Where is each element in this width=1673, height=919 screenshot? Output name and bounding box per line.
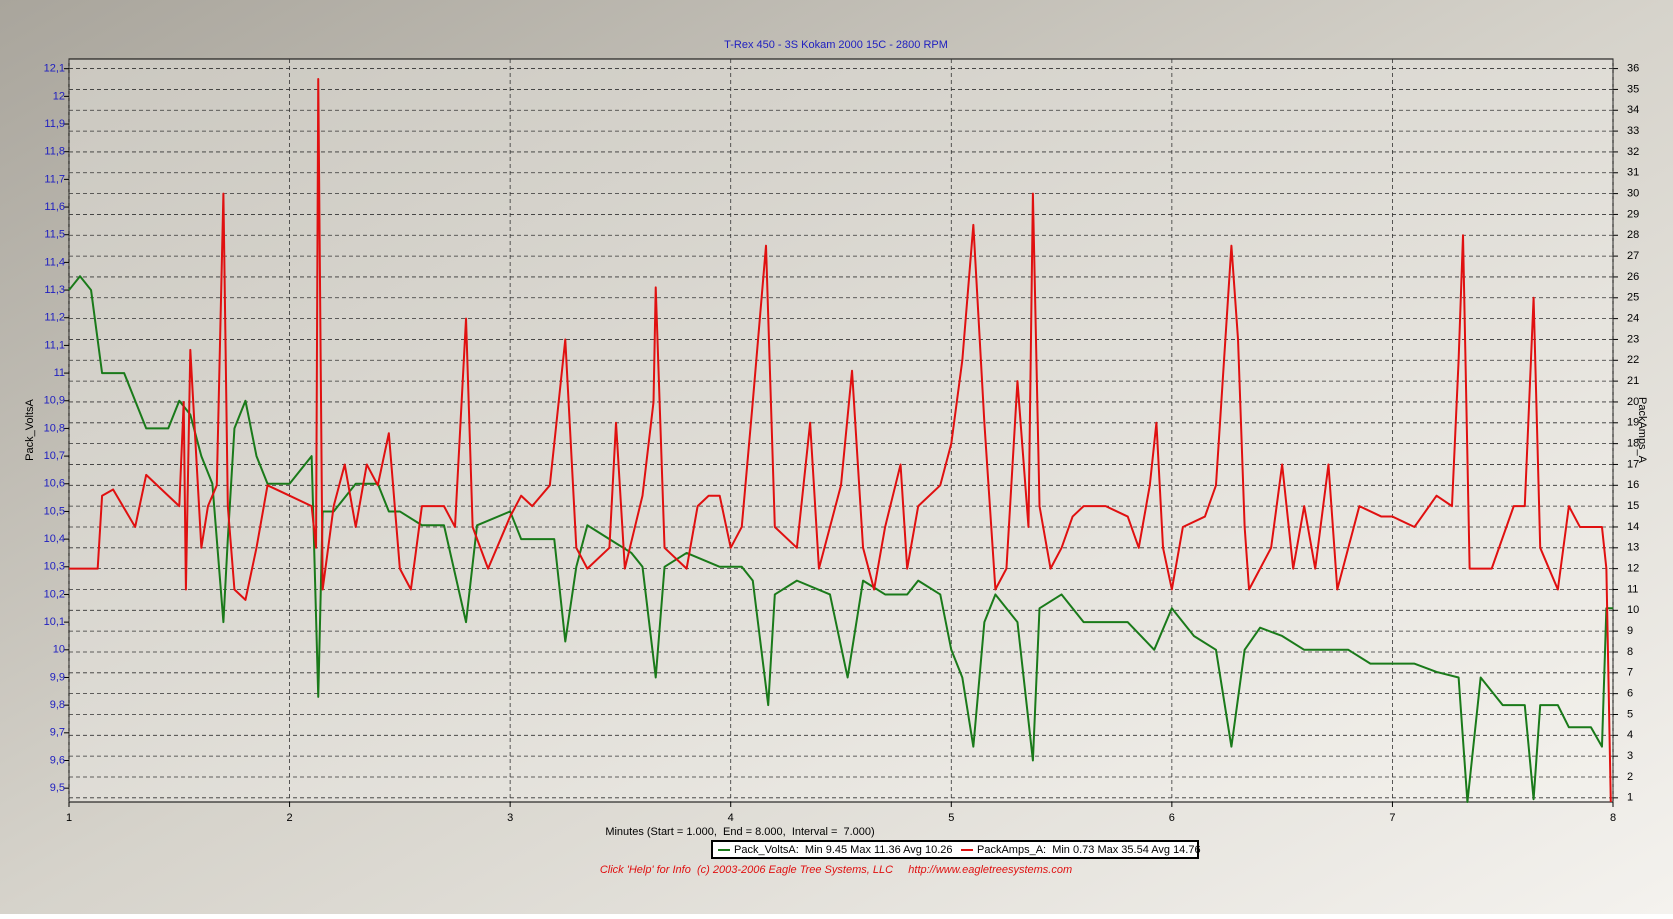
y2-tick-label: 34 [1627,104,1639,116]
x-tick-label: 8 [1610,812,1616,824]
y2-tick-label: 24 [1627,313,1639,325]
x-tick-label: 4 [728,812,734,824]
y2-tick-label: 32 [1627,146,1639,158]
y-tick-label: 12,1 [44,63,65,75]
legend-label: PackAmps_A: Min 0.73 Max 35.54 Avg 14.76 [977,844,1201,856]
y-tick-label: 11,7 [44,173,65,185]
y-axis-label: Pack_VoltsA [24,398,36,460]
x-tick-label: 3 [507,812,513,824]
y-tick-label: 10,5 [44,505,65,517]
y2-tick-label: 25 [1627,292,1639,304]
series-line [68,275,1613,803]
chart-title: T-Rex 450 - 3S Kokam 2000 15C - 2800 RPM [724,39,948,51]
y-tick-label: 10 [53,644,65,656]
y-tick-label: 10,8 [44,422,65,434]
y2-tick-label: 10 [1627,604,1639,616]
plot-area [68,58,1614,803]
y2-tick-label: 36 [1627,62,1639,74]
y2-tick-label: 5 [1627,708,1633,720]
y-tick-label: 11 [54,367,65,379]
y2-tick-label: 33 [1627,125,1639,137]
y2-tick-label: 19 [1627,417,1639,429]
x-tick-label: 2 [287,812,293,824]
y2-tick-label: 22 [1627,354,1639,366]
y-tick-label: 11,4 [44,256,65,268]
y-tick-label: 11,8 [44,146,65,158]
footer: Click 'Help' for Info (c) 2003-2006 Eagl… [600,864,1072,876]
x-tick-label: 6 [1169,812,1175,824]
series-line [69,78,1612,803]
y-tick-label: 11,5 [44,229,65,241]
y2-tick-label: 15 [1627,500,1639,512]
y-tick-label: 9,9 [50,671,65,683]
legend-label: Pack_VoltsA: Min 9.45 Max 11.36 Avg 10.2… [734,844,953,856]
y2-tick-label: 18 [1627,438,1639,450]
y2-tick-label: 29 [1627,208,1639,220]
y2-axis-label: PackAmps_A [1636,397,1648,464]
y-tick-label: 9,7 [50,727,65,739]
y-tick-label: 10,9 [44,395,65,407]
y2-tick-label: 27 [1627,250,1639,262]
y2-tick-label: 8 [1627,646,1633,658]
x-axis-label: Minutes (Start = 1.000, End = 8.000, Int… [605,826,874,838]
y2-tick-label: 12 [1627,563,1639,575]
legend [711,840,1199,859]
y2-tick-label: 13 [1627,542,1639,554]
y-tick-label: 9,6 [50,754,65,766]
y-tick-label: 10,6 [44,478,65,490]
y-tick-label: 10,7 [44,450,65,462]
y2-tick-label: 20 [1627,396,1639,408]
y2-tick-label: 3 [1627,750,1633,762]
y2-tick-label: 31 [1627,167,1639,179]
y2-tick-label: 30 [1627,188,1639,200]
y-tick-label: 11,9 [44,118,65,130]
y-tick-label: 11,3 [44,284,65,296]
y2-tick-label: 21 [1627,375,1639,387]
x-tick-label: 1 [66,812,72,824]
y2-tick-label: 16 [1627,479,1639,491]
y-tick-label: 10,3 [44,561,65,573]
x-tick-label: 5 [948,812,954,824]
y2-tick-label: 9 [1627,625,1633,637]
y2-tick-label: 4 [1627,729,1633,741]
y-tick-label: 10,1 [44,616,65,628]
y-tick-label: 12 [53,90,65,102]
y2-tick-label: 2 [1627,771,1633,783]
y2-tick-label: 6 [1627,688,1633,700]
y-tick-label: 10,4 [44,533,65,545]
y-tick-label: 10,2 [44,588,65,600]
y2-tick-label: 23 [1627,333,1639,345]
x-tick-label: 7 [1389,812,1395,824]
y-tick-label: 9,5 [50,782,65,794]
y2-tick-label: 7 [1627,667,1633,679]
y-tick-label: 11,6 [44,201,65,213]
y-tick-label: 9,8 [50,699,65,711]
y2-tick-label: 17 [1627,458,1639,470]
y-tick-label: 11,1 [44,339,65,351]
y2-tick-label: 14 [1627,521,1639,533]
y-tick-label: 11,2 [44,312,65,324]
y2-tick-label: 35 [1627,83,1639,95]
y2-tick-label: 26 [1627,271,1639,283]
y2-tick-label: 11 [1627,583,1638,595]
y2-tick-label: 1 [1627,792,1633,804]
y2-tick-label: 28 [1627,229,1639,241]
